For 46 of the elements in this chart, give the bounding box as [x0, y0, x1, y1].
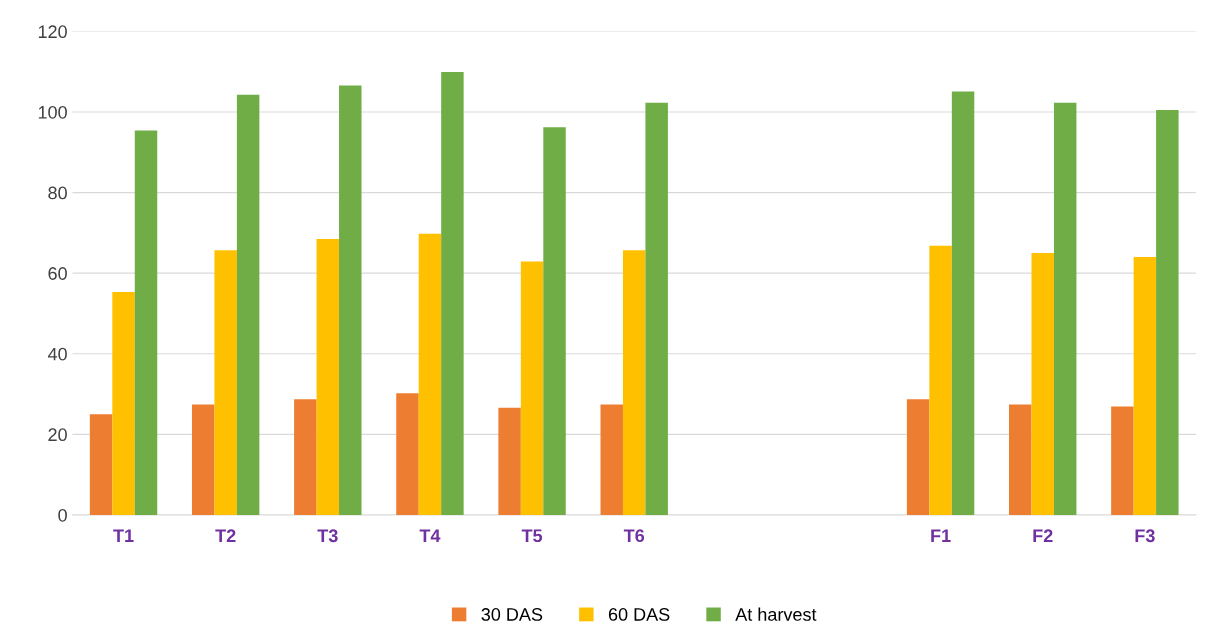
bar	[1031, 253, 1054, 515]
bar	[89, 414, 113, 515]
bar	[418, 233, 442, 515]
bar	[294, 399, 317, 515]
x-tick-label: T3	[317, 529, 338, 543]
x-tick-label: T4	[419, 529, 441, 542]
bar	[929, 245, 952, 515]
bar	[441, 72, 464, 515]
x-tick-label: F1	[931, 529, 951, 542]
bar	[498, 407, 521, 515]
bar	[1133, 257, 1157, 515]
bar	[543, 127, 566, 515]
y-tick-label: 120	[38, 25, 67, 39]
bar	[112, 292, 135, 515]
bar	[191, 404, 215, 515]
x-tick-label: T1	[113, 529, 134, 542]
bar	[214, 250, 237, 515]
legend-label: 60 DAS	[608, 608, 670, 621]
bar	[1111, 406, 1134, 515]
bar	[1053, 102, 1077, 515]
y-tick-label: 0	[58, 508, 67, 522]
legend-label: At harvest	[735, 607, 817, 621]
x-tick-label: F2	[1033, 529, 1053, 542]
y-tick-label: 40	[47, 347, 67, 361]
bar	[316, 238, 340, 515]
legend-label: 30 DAS	[481, 608, 543, 621]
bar	[396, 393, 419, 515]
bar	[339, 85, 362, 515]
bar	[951, 91, 975, 515]
bar	[600, 404, 623, 515]
bar	[236, 94, 260, 515]
bar	[622, 250, 646, 515]
y-tick-label: 80	[48, 186, 67, 200]
bar	[1156, 109, 1179, 515]
x-tick-label: T2	[215, 529, 236, 542]
y-tick-label: 60	[48, 267, 67, 280]
y-tick-label: 100	[38, 105, 67, 119]
x-tick-label: T5	[521, 529, 543, 543]
y-tick-label: 20	[48, 428, 67, 442]
x-tick-label: F3	[1135, 529, 1155, 543]
bar	[906, 399, 930, 515]
bar	[1009, 404, 1032, 515]
x-tick-label: T6	[623, 529, 645, 543]
bar	[645, 102, 668, 515]
bar	[520, 261, 544, 515]
bar	[134, 130, 158, 515]
